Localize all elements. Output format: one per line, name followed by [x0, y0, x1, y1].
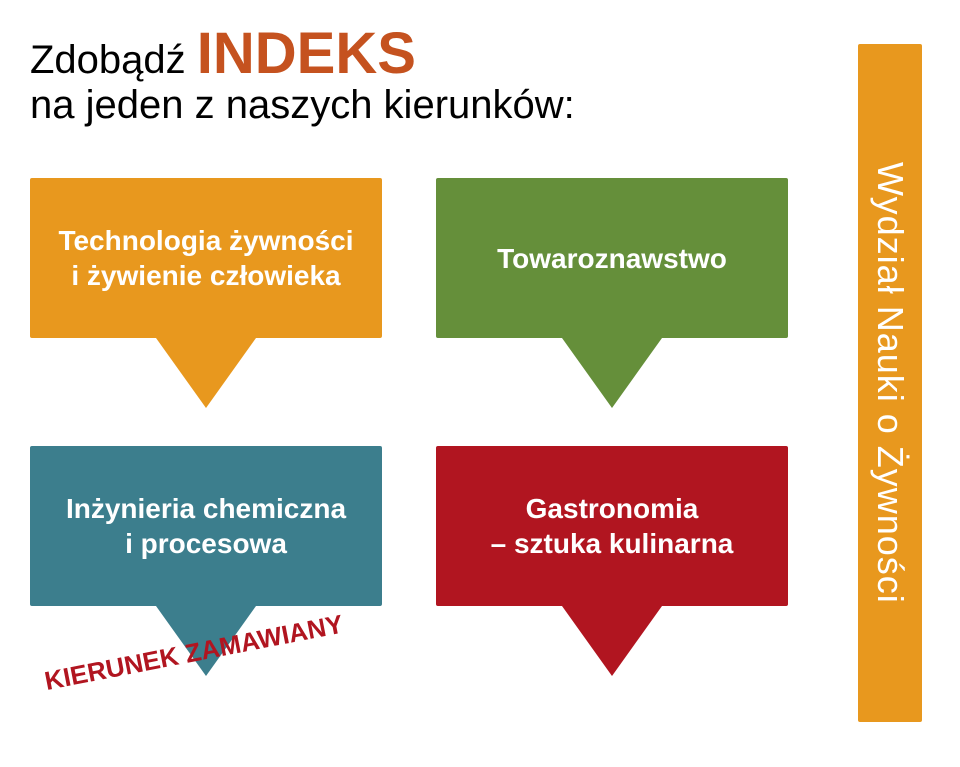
box-inzynieria: Inżynieria chemicznai procesowa	[30, 446, 382, 606]
page-heading: Zdobądź INDEKS na jeden z naszych kierun…	[30, 20, 575, 128]
heading-line2: na jeden z naszych kierunków:	[30, 83, 575, 128]
arrow-gastronomia	[562, 606, 662, 676]
box-towaroznawstwo-label: Towaroznawstwo	[497, 241, 727, 276]
box-towaroznawstwo: Towaroznawstwo	[436, 178, 788, 338]
sidebar-wydzial: Wydział Nauki o Żywności	[858, 44, 922, 722]
heading-prefix: Zdobądź	[30, 38, 197, 82]
arrow-towaroznawstwo	[562, 338, 662, 408]
box-technologia-label: Technologia żywnościi żywienie człowieka	[58, 223, 353, 293]
arrow-technologia	[156, 338, 256, 408]
heading-line1: Zdobądź INDEKS	[30, 20, 575, 87]
heading-big: INDEKS	[197, 21, 416, 86]
box-gastronomia: Gastronomia– sztuka kulinarna	[436, 446, 788, 606]
sidebar-label: Wydział Nauki o Żywności	[869, 162, 911, 604]
box-inzynieria-label: Inżynieria chemicznai procesowa	[66, 491, 346, 561]
box-technologia: Technologia żywnościi żywienie człowieka	[30, 178, 382, 338]
box-gastronomia-label: Gastronomia– sztuka kulinarna	[491, 491, 734, 561]
